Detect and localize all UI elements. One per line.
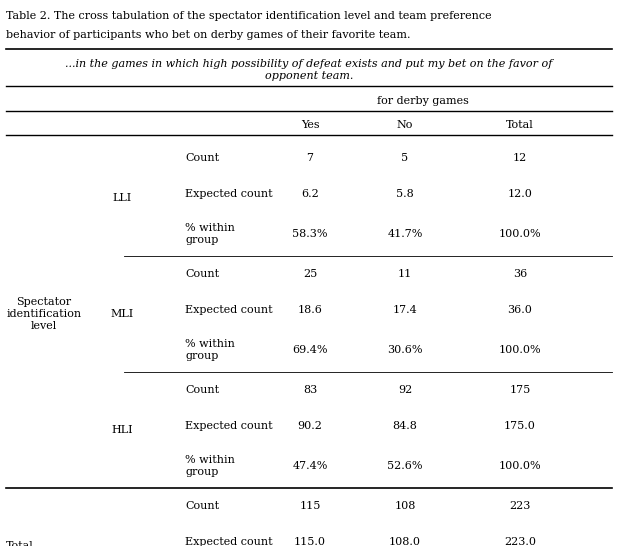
Text: 223.0: 223.0 xyxy=(504,537,536,546)
Text: Count: Count xyxy=(185,501,219,511)
Text: 6.2: 6.2 xyxy=(301,189,319,199)
Text: Count: Count xyxy=(185,385,219,395)
Text: 108.0: 108.0 xyxy=(389,537,421,546)
Text: 83: 83 xyxy=(303,385,317,395)
Text: 12: 12 xyxy=(513,153,527,163)
Text: Total: Total xyxy=(506,120,534,130)
Text: 175.0: 175.0 xyxy=(504,421,536,431)
Text: 5: 5 xyxy=(402,153,408,163)
Text: 17.4: 17.4 xyxy=(392,305,417,315)
Text: Count: Count xyxy=(185,153,219,163)
Text: Expected count: Expected count xyxy=(185,421,273,431)
Text: 108: 108 xyxy=(394,501,416,511)
Text: ...in the games in which high possibility of defeat exists and put my bet on the: ...in the games in which high possibilit… xyxy=(66,59,552,81)
Text: 47.4%: 47.4% xyxy=(292,461,328,471)
Text: 100.0%: 100.0% xyxy=(499,345,541,355)
Text: 36: 36 xyxy=(513,269,527,279)
Text: % within
group: % within group xyxy=(185,223,235,245)
Text: 41.7%: 41.7% xyxy=(387,229,423,239)
Text: 69.4%: 69.4% xyxy=(292,345,328,355)
Text: No: No xyxy=(397,120,413,130)
Text: Total: Total xyxy=(6,541,34,546)
Text: 12.0: 12.0 xyxy=(507,189,533,199)
Text: Expected count: Expected count xyxy=(185,305,273,315)
Text: Expected count: Expected count xyxy=(185,537,273,546)
Text: 100.0%: 100.0% xyxy=(499,461,541,471)
Text: Count: Count xyxy=(185,269,219,279)
Text: 175: 175 xyxy=(509,385,531,395)
Text: 115.0: 115.0 xyxy=(294,537,326,546)
Text: % within
group: % within group xyxy=(185,339,235,361)
Text: 115: 115 xyxy=(299,501,321,511)
Text: for derby games: for derby games xyxy=(378,96,469,106)
Text: 52.6%: 52.6% xyxy=(387,461,423,471)
Text: 90.2: 90.2 xyxy=(297,421,323,431)
Text: 11: 11 xyxy=(398,269,412,279)
Text: 84.8: 84.8 xyxy=(392,421,417,431)
Text: 25: 25 xyxy=(303,269,317,279)
Text: 30.6%: 30.6% xyxy=(387,345,423,355)
Text: % within
group: % within group xyxy=(185,455,235,477)
Text: Expected count: Expected count xyxy=(185,189,273,199)
Text: 18.6: 18.6 xyxy=(297,305,323,315)
Text: 5.8: 5.8 xyxy=(396,189,414,199)
Text: 7: 7 xyxy=(307,153,313,163)
Text: LLI: LLI xyxy=(112,193,132,203)
Text: Table 2. The cross tabulation of the spectator identification level and team pre: Table 2. The cross tabulation of the spe… xyxy=(6,11,492,21)
Text: 223: 223 xyxy=(509,501,531,511)
Text: 92: 92 xyxy=(398,385,412,395)
Text: 58.3%: 58.3% xyxy=(292,229,328,239)
Text: 36.0: 36.0 xyxy=(507,305,533,315)
Text: 100.0%: 100.0% xyxy=(499,229,541,239)
Text: MLI: MLI xyxy=(111,309,133,319)
Text: HLI: HLI xyxy=(111,425,133,435)
Text: Yes: Yes xyxy=(301,120,320,130)
Text: behavior of participants who bet on derby games of their favorite team.: behavior of participants who bet on derb… xyxy=(6,30,410,40)
Text: Spectator
identification
level: Spectator identification level xyxy=(6,298,82,330)
